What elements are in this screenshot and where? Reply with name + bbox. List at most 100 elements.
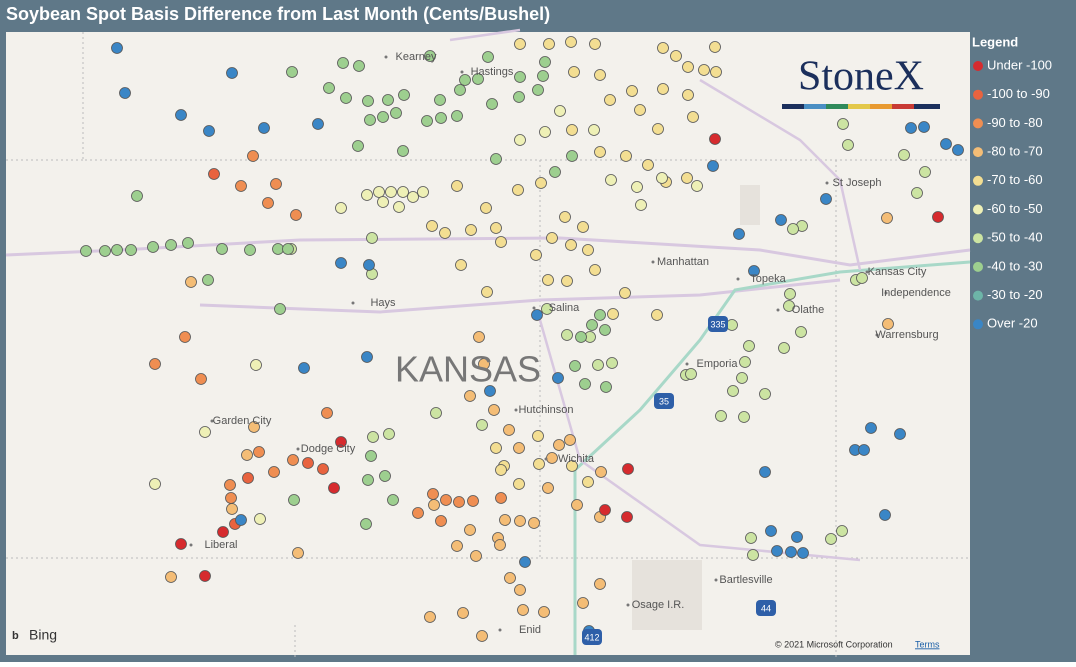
site-dot: [513, 91, 525, 103]
site-dot: [272, 243, 284, 255]
site-dot: [856, 272, 868, 284]
place-dot: [544, 457, 548, 461]
site-dot: [337, 57, 349, 69]
legend: Under -100 -100 to -90 -90 to -80 -80 to -7…: [973, 57, 1052, 331]
site-dot: [517, 604, 529, 616]
site-dot: [268, 466, 280, 478]
place-label: Hastings: [471, 66, 514, 78]
site-dot: [709, 41, 721, 53]
site-dot: [594, 69, 606, 81]
site-dot: [566, 124, 578, 136]
site-dot: [784, 288, 796, 300]
place-label: Enid: [519, 624, 541, 636]
site-dot: [247, 150, 259, 162]
site-dot: [202, 274, 214, 286]
site-dot: [738, 411, 750, 423]
highway-shield: [708, 316, 728, 332]
place-label: Olathe: [792, 304, 824, 316]
site-dot: [604, 94, 616, 106]
place-label: Kearney: [396, 51, 437, 63]
place-label: Emporia: [697, 358, 739, 370]
site-dot: [287, 454, 299, 466]
site-dot: [476, 419, 488, 431]
site-dot: [203, 125, 215, 137]
site-dot: [514, 134, 526, 146]
site-dot: [175, 109, 187, 121]
site-dot: [778, 342, 790, 354]
place-label: Liberal: [204, 539, 237, 551]
site-dot: [361, 189, 373, 201]
site-dot: [340, 92, 352, 104]
site-dot: [363, 259, 375, 271]
site-dot: [736, 372, 748, 384]
site-dot: [940, 138, 952, 150]
site-dot: [472, 73, 484, 85]
site-dot: [530, 249, 542, 261]
site-dot: [836, 525, 848, 537]
legend-swatch: [973, 89, 983, 100]
site-dot: [111, 42, 123, 54]
legend-swatch: [973, 290, 983, 301]
site-dot: [657, 42, 669, 54]
place-label: Garden City: [213, 415, 272, 427]
logo-bar: [782, 104, 940, 109]
site-dot: [575, 331, 587, 343]
legend-label: -80 to -70: [987, 144, 1043, 159]
site-dot: [842, 139, 854, 151]
site-dot: [455, 259, 467, 271]
place-label: Warrensburg: [875, 329, 938, 341]
site-dot: [519, 556, 531, 568]
site-dot: [179, 331, 191, 343]
site-dot: [652, 123, 664, 135]
site-dot: [651, 309, 663, 321]
site-dot: [385, 186, 397, 198]
legend-swatch: [973, 204, 983, 215]
site-dot: [262, 197, 274, 209]
copyright: © 2021 Microsoft Corporation: [775, 639, 893, 649]
site-dot: [771, 545, 783, 557]
site-dot: [588, 124, 600, 136]
place-label: Manhattan: [657, 256, 709, 268]
site-dot: [111, 244, 123, 256]
site-dot: [328, 482, 340, 494]
site-dot: [685, 368, 697, 380]
place-label: Salina: [549, 302, 580, 314]
place-dot: [626, 603, 630, 607]
site-dot: [495, 464, 507, 476]
site-dot: [726, 319, 738, 331]
site-dot: [670, 50, 682, 62]
site-dot: [595, 466, 607, 478]
site-dot: [440, 494, 452, 506]
site-dot: [865, 422, 877, 434]
site-dot: [149, 478, 161, 490]
site-dot: [698, 64, 710, 76]
site-dot: [490, 442, 502, 454]
site-dot: [513, 478, 525, 490]
place-dot: [514, 408, 518, 412]
site-dot: [589, 38, 601, 50]
terms-link[interactable]: Terms: [915, 639, 940, 649]
legend-swatch: [973, 261, 983, 272]
site-dot: [270, 178, 282, 190]
site-dot: [495, 236, 507, 248]
site-dot: [681, 172, 693, 184]
site-dot: [765, 525, 777, 537]
site-dot: [360, 518, 372, 530]
site-dot: [199, 426, 211, 438]
site-dot: [549, 166, 561, 178]
place-label: Hutchinson: [518, 404, 573, 416]
site-dot: [235, 514, 247, 526]
place-dot: [825, 181, 829, 185]
site-dot: [592, 359, 604, 371]
site-dot: [657, 83, 669, 95]
legend-label: -90 to -80: [987, 115, 1043, 130]
site-dot: [379, 470, 391, 482]
place-label: Wichita: [558, 453, 595, 465]
site-dot: [226, 503, 238, 515]
site-dot: [274, 303, 286, 315]
site-dot: [484, 385, 496, 397]
site-dot: [775, 214, 787, 226]
site-dot: [393, 201, 405, 213]
site-dot: [373, 186, 385, 198]
place-dot: [884, 291, 888, 295]
